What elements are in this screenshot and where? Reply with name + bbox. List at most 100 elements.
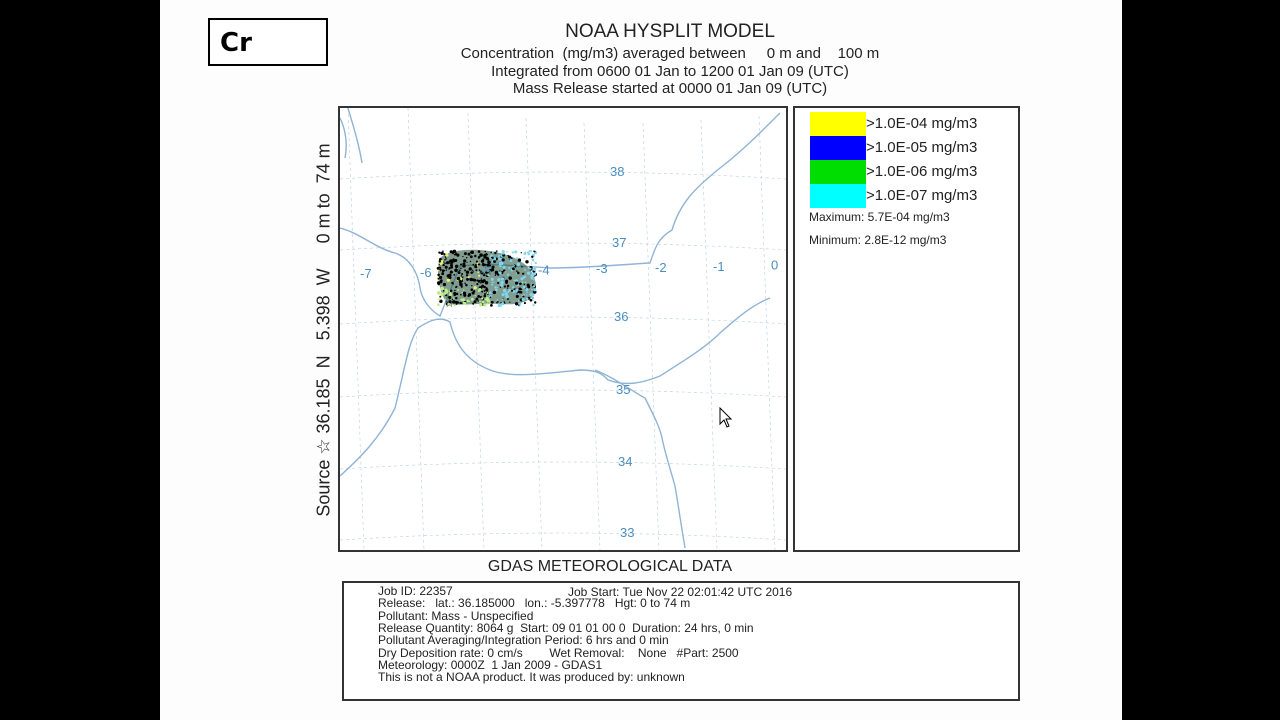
plume-particle xyxy=(514,302,519,306)
plume-particle xyxy=(508,266,511,269)
plume-particle xyxy=(480,271,484,275)
plume-particle xyxy=(493,260,496,263)
plume-particle xyxy=(470,250,474,254)
plume-particle xyxy=(477,250,481,253)
legend-minimum: Minimum: 2.8E-12 mg/m3 xyxy=(809,233,947,247)
plume-particle xyxy=(454,289,456,292)
plume-particle xyxy=(454,300,458,304)
plume-particle xyxy=(479,282,482,284)
plume-particle xyxy=(479,300,481,303)
plume-particle xyxy=(498,258,500,260)
plume-particle xyxy=(465,283,468,287)
plume-particle xyxy=(497,303,501,308)
meridian-line xyxy=(642,122,660,550)
plume-particle xyxy=(509,259,513,262)
plume-particle xyxy=(518,290,522,294)
corner-label-box: Cr xyxy=(208,18,328,66)
plume-particle xyxy=(459,263,463,266)
legend-swatch xyxy=(810,136,866,160)
plume-particle xyxy=(450,259,453,261)
longitude-label: -7 xyxy=(360,266,372,281)
job-info-line: Meteorology: 0000Z 1 Jan 2009 - GDAS1 xyxy=(378,657,603,672)
plume-particle xyxy=(482,274,486,277)
plume-particle xyxy=(501,277,505,281)
plume-particle xyxy=(446,302,450,306)
plume-particle xyxy=(483,255,487,259)
plume-particle xyxy=(475,297,479,301)
plume-particle xyxy=(460,293,462,296)
plume-particle xyxy=(508,276,512,280)
plume-particle xyxy=(460,298,463,301)
job-info-box: Job Start: Tue Nov 22 02:01:42 UTC 2016 … xyxy=(342,581,1020,701)
plume-particle xyxy=(497,278,501,282)
plume-particle xyxy=(451,298,454,301)
plume-particle xyxy=(455,286,458,288)
legend-label: >1.0E-07 mg/m3 xyxy=(866,187,978,204)
plume-particle xyxy=(454,264,459,269)
legend-label: >1.0E-04 mg/m3 xyxy=(866,115,978,132)
plume-particle xyxy=(517,271,520,275)
plume-particle xyxy=(469,277,473,282)
plume-particle xyxy=(462,264,466,268)
plume-particle xyxy=(520,252,522,254)
plume-particle xyxy=(500,254,503,258)
plume-particle xyxy=(523,257,526,259)
plume-particle xyxy=(523,283,526,286)
plume-particle xyxy=(476,279,479,282)
plume-particle xyxy=(511,289,514,292)
plume-particle xyxy=(480,278,483,280)
plume-particle xyxy=(438,293,440,296)
job-info-line: Job ID: 22357 xyxy=(378,584,453,598)
plume-particle xyxy=(491,265,495,269)
plume-particle xyxy=(501,251,505,255)
plume-particle xyxy=(466,261,468,263)
plume-particle xyxy=(459,279,462,283)
plume-particle xyxy=(479,302,483,307)
plume-particle xyxy=(514,281,519,285)
plume-particle xyxy=(443,291,447,295)
meridian-line xyxy=(700,119,718,550)
plume-particle xyxy=(449,270,453,274)
plume-particle xyxy=(533,290,537,294)
plume-particle xyxy=(488,264,492,267)
plume-particle xyxy=(454,250,457,252)
plume-particle xyxy=(460,275,463,277)
plume-particle xyxy=(461,291,463,294)
plume-particle xyxy=(483,303,487,307)
plume-particle xyxy=(437,303,440,307)
plume-particle xyxy=(497,255,500,258)
plume-particle xyxy=(500,283,504,287)
iberia-coastline xyxy=(340,112,781,318)
plume-particle xyxy=(455,296,458,300)
plume-particle xyxy=(503,285,507,288)
plume-particle xyxy=(471,269,474,271)
plume-particle xyxy=(491,268,495,272)
plume-particle xyxy=(513,288,516,290)
mouse-cursor-icon xyxy=(719,407,733,428)
plume-particle xyxy=(494,274,497,277)
plume-particle xyxy=(459,283,461,285)
plume-particle xyxy=(472,263,475,266)
plume-particle xyxy=(485,271,488,275)
plume-particle xyxy=(533,250,536,253)
longitude-label: -3 xyxy=(596,261,608,276)
plume-particle xyxy=(494,286,497,289)
source-star-icon: ☆ xyxy=(444,296,455,310)
plume-particle xyxy=(452,283,454,285)
plume-particle xyxy=(502,265,506,269)
plume-particle xyxy=(472,278,476,282)
plume-particle xyxy=(445,261,450,265)
plume-particle xyxy=(533,288,537,292)
plume-particle xyxy=(468,267,472,271)
plume-particle xyxy=(502,289,507,293)
plume-particle xyxy=(507,254,509,257)
map-axis-labels: -7 -6 -5 -4 -3 -2 -1 0 38 37 36 35 34 33 xyxy=(360,164,778,540)
plume-particle xyxy=(475,269,478,272)
plume-particle xyxy=(440,279,443,282)
plume-particle xyxy=(480,279,482,282)
plume-particle xyxy=(436,290,441,295)
plume-particle xyxy=(524,269,526,271)
meteorological-data-title: GDAS METEOROLOGICAL DATA xyxy=(487,558,733,575)
plume-particle xyxy=(452,300,456,304)
parallel-line xyxy=(340,171,786,180)
